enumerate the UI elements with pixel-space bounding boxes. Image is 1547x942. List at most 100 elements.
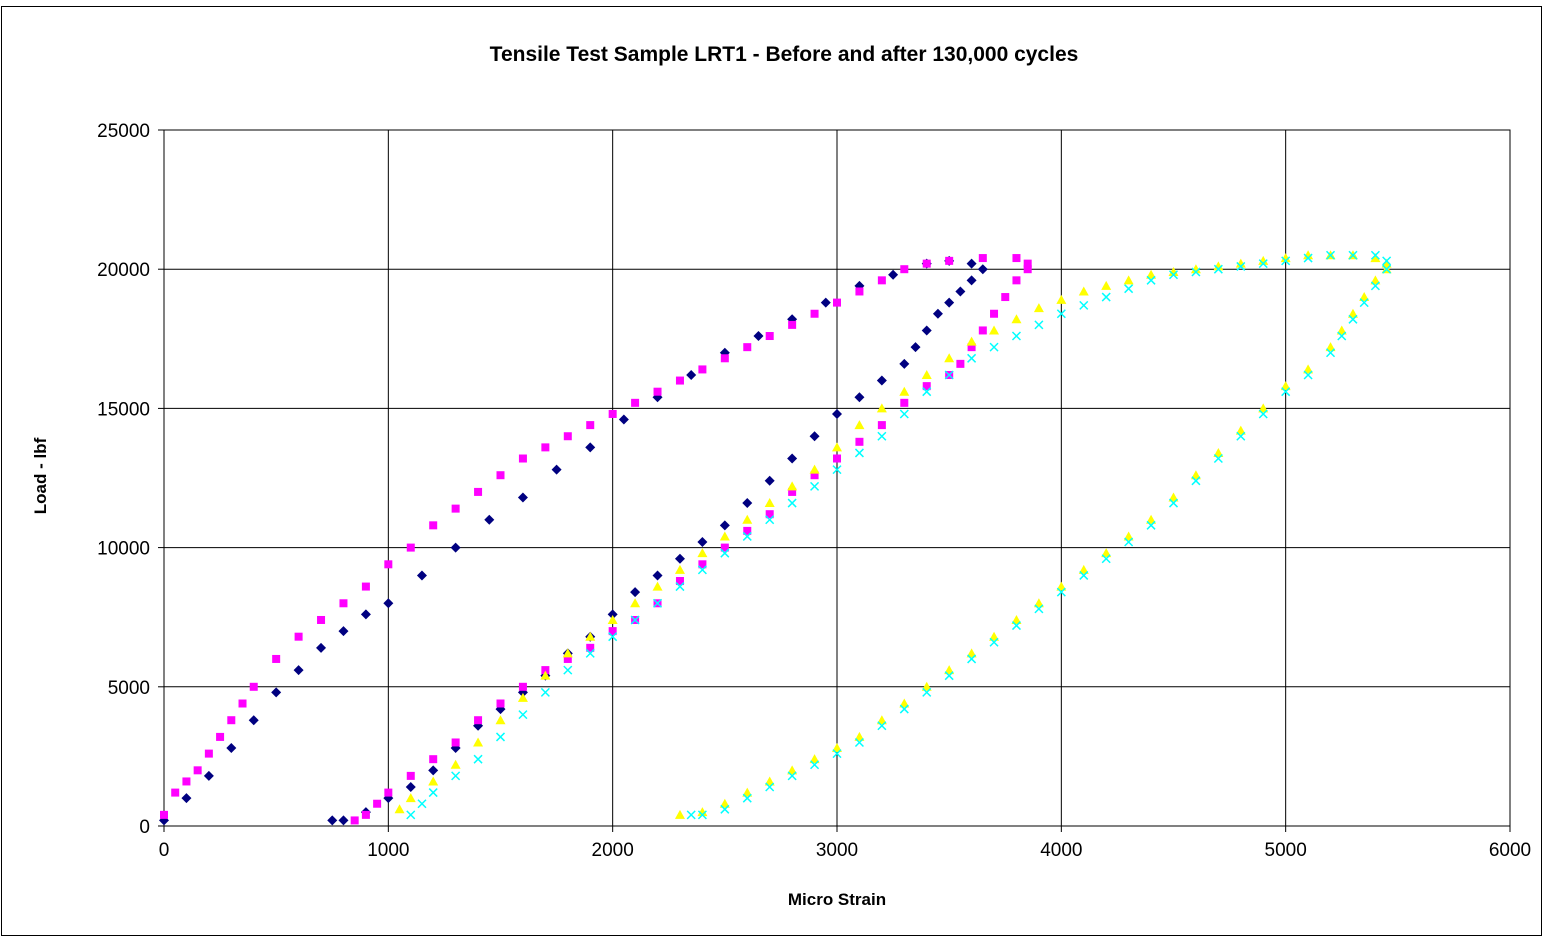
data-point <box>517 692 528 702</box>
data-point <box>944 353 955 363</box>
data-point <box>451 738 460 747</box>
data-point <box>877 276 886 285</box>
data-point <box>551 464 562 475</box>
data-point <box>788 487 797 496</box>
data-point <box>1056 581 1067 591</box>
data-point <box>1258 403 1269 413</box>
data-point <box>405 793 416 803</box>
data-point <box>563 665 573 675</box>
data-point <box>1235 258 1246 268</box>
data-point <box>900 265 909 274</box>
data-point <box>764 498 775 508</box>
data-point <box>272 654 281 663</box>
data-point <box>1056 587 1066 597</box>
plot-area <box>163 129 1511 827</box>
data-point <box>160 810 168 819</box>
x-tick-label: 4000 <box>1040 840 1082 861</box>
data-point <box>697 565 707 575</box>
data-point <box>945 256 954 265</box>
y-tick-label: 20000 <box>97 260 150 281</box>
data-point <box>788 320 797 329</box>
data-point <box>1146 520 1156 530</box>
data-point <box>1235 425 1246 435</box>
data-point <box>1168 270 1179 280</box>
data-point <box>1124 284 1134 294</box>
data-point <box>1078 286 1089 296</box>
data-point <box>339 599 348 608</box>
data-point <box>1236 431 1246 441</box>
data-point <box>1213 264 1223 274</box>
data-point <box>922 687 932 697</box>
data-point <box>1056 309 1066 319</box>
data-point <box>429 521 438 530</box>
y-tick-label: 10000 <box>97 539 150 560</box>
data-point <box>1325 348 1336 358</box>
data-point <box>1146 514 1157 524</box>
data-point <box>720 804 730 814</box>
data-point <box>316 642 327 653</box>
data-point <box>541 666 550 675</box>
data-point <box>450 759 461 769</box>
data-point <box>541 443 550 452</box>
data-point <box>899 386 910 396</box>
data-point <box>1370 281 1380 291</box>
data-point <box>899 698 910 708</box>
data-point <box>495 715 506 725</box>
data-point <box>608 632 618 642</box>
data-point <box>451 504 460 513</box>
y-tick-label: 15000 <box>97 399 150 420</box>
data-point <box>517 492 528 503</box>
data-point <box>1168 266 1179 276</box>
data-point <box>618 414 629 425</box>
data-point <box>899 358 910 369</box>
data-point <box>450 542 461 553</box>
data-point <box>944 370 954 380</box>
data-point <box>854 737 864 748</box>
data-point <box>899 704 909 714</box>
data-point <box>1056 294 1067 304</box>
data-point <box>473 754 483 764</box>
data-point <box>1078 564 1089 574</box>
data-point <box>451 771 461 781</box>
data-point <box>1101 280 1112 290</box>
data-point <box>1101 554 1111 564</box>
chart-title: Tensile Test Sample LRT1 - Before and af… <box>490 43 1079 66</box>
data-point <box>944 297 955 308</box>
data-point <box>1190 264 1201 274</box>
data-point <box>652 581 663 591</box>
data-point <box>249 682 258 691</box>
data-point <box>204 749 213 758</box>
data-point <box>1146 269 1157 279</box>
data-point <box>967 343 976 352</box>
data-point <box>1012 254 1021 263</box>
data-point <box>608 627 617 636</box>
data-point <box>787 453 798 464</box>
data-point <box>922 382 931 391</box>
data-point <box>227 716 236 725</box>
data-point <box>1146 275 1156 285</box>
series-1 <box>159 255 988 826</box>
data-point <box>674 553 685 564</box>
data-point <box>854 392 865 403</box>
data-point <box>765 510 774 519</box>
data-point <box>585 442 596 453</box>
data-point <box>922 387 932 397</box>
data-point <box>1034 604 1044 614</box>
data-point <box>832 743 842 753</box>
data-point <box>719 520 730 531</box>
data-point <box>765 515 775 525</box>
series-2 <box>160 254 1032 825</box>
data-point <box>989 637 999 647</box>
data-point <box>1033 598 1044 608</box>
data-point <box>327 815 338 826</box>
data-point <box>238 699 247 708</box>
data-point <box>675 376 684 385</box>
data-point <box>1011 331 1022 341</box>
series-markers <box>159 250 1392 826</box>
data-point <box>742 531 752 541</box>
data-point <box>562 648 573 658</box>
data-point <box>383 598 394 609</box>
data-point <box>428 776 439 786</box>
chart-frame: Tensile Test Sample LRT1 - Before and af… <box>1 6 1542 936</box>
data-point <box>854 420 865 430</box>
